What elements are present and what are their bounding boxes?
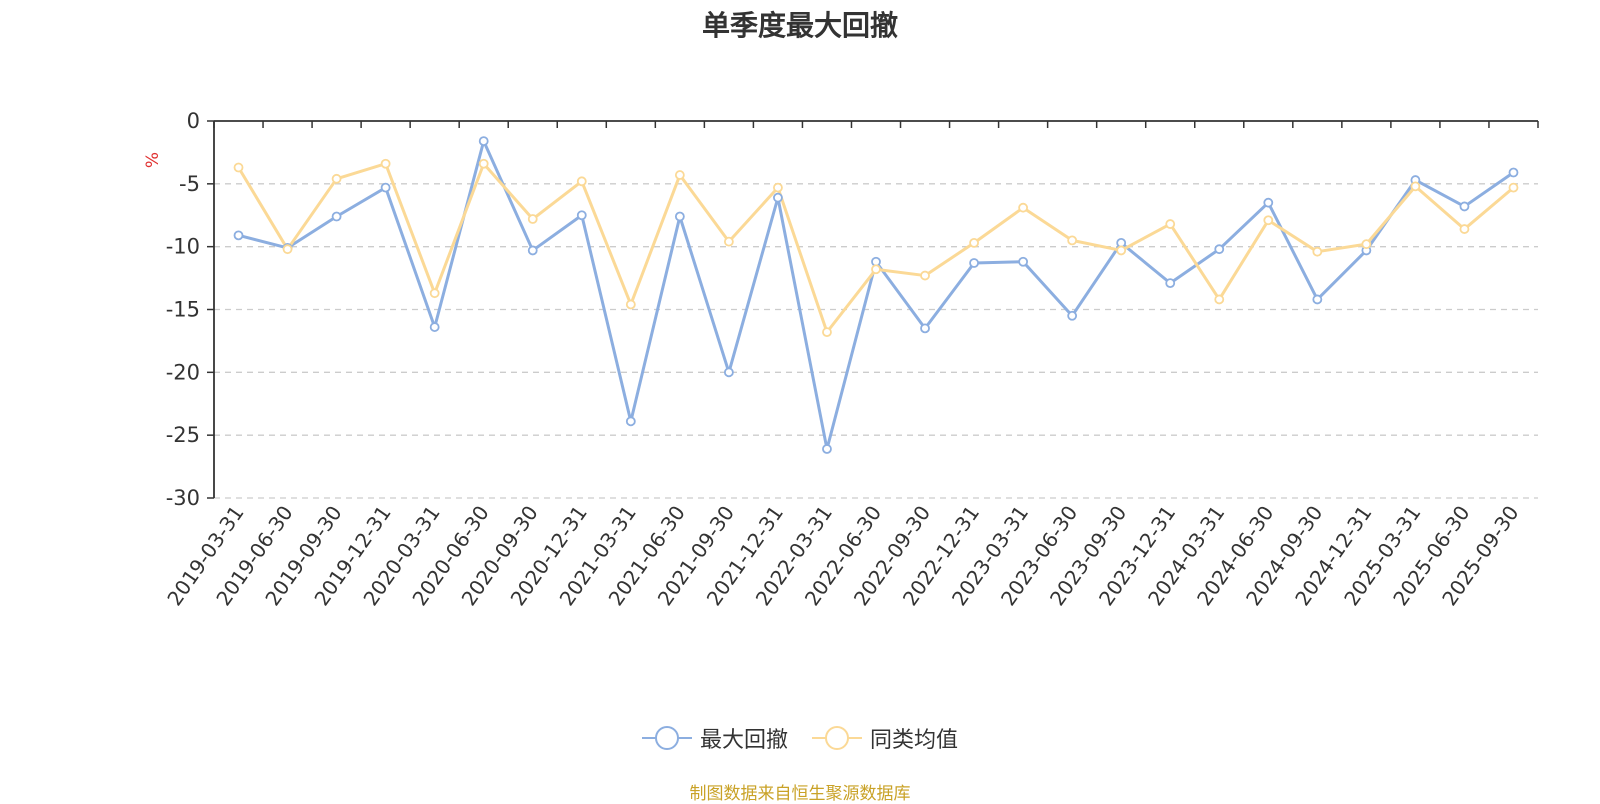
series-2-point[interactable] — [429, 288, 440, 299]
y-tick-label: -25 — [166, 423, 200, 447]
series-1-point[interactable] — [723, 367, 734, 378]
legend-item-2[interactable]: 同类均值 — [812, 722, 958, 754]
series-2-point[interactable] — [233, 162, 244, 173]
series-2-point[interactable] — [822, 327, 832, 338]
series-1-point[interactable] — [331, 211, 342, 222]
series-2-point[interactable] — [773, 182, 783, 193]
series-2-point[interactable] — [871, 264, 881, 275]
series-1-point[interactable] — [429, 322, 440, 332]
series-1-point[interactable] — [674, 211, 685, 222]
series-2-point[interactable] — [625, 299, 636, 310]
series-1-point[interactable] — [1459, 201, 1470, 212]
y-tick-label: -20 — [166, 360, 200, 384]
legend-marker-icon — [641, 726, 692, 750]
series-2-point[interactable] — [478, 158, 489, 169]
series-2-point[interactable] — [1312, 246, 1323, 257]
legend-label: 同类均值 — [870, 728, 959, 753]
series-2-point[interactable] — [1410, 181, 1421, 192]
series-2-point[interactable] — [282, 244, 293, 255]
series-2-point[interactable] — [1361, 239, 1372, 250]
series-2-point[interactable] — [576, 176, 587, 187]
series-2-point[interactable] — [1508, 182, 1519, 193]
series-1-point[interactable] — [1508, 167, 1519, 178]
series-2-point[interactable] — [1116, 245, 1127, 256]
source-note: 制图数据来自恒生聚源数据库 — [689, 784, 911, 804]
series-1-point[interactable] — [1312, 294, 1323, 305]
series-1-point[interactable] — [625, 416, 636, 427]
series-1-point[interactable] — [527, 245, 538, 256]
series-2-point[interactable] — [1263, 215, 1274, 226]
y-tick-label: 0 — [187, 109, 200, 133]
series-2-point[interactable] — [1067, 235, 1078, 246]
series-2-point[interactable] — [674, 170, 685, 180]
legend-item-1[interactable]: 最大回撤 — [641, 722, 788, 754]
series-1-point[interactable] — [233, 230, 244, 241]
legend-label: 最大回撤 — [699, 728, 788, 753]
series-1-point[interactable] — [1165, 278, 1176, 289]
series-2-point[interactable] — [1459, 224, 1470, 234]
series-2-point[interactable] — [723, 236, 734, 247]
series-line-1 — [238, 139, 1515, 451]
series-1-point[interactable] — [920, 323, 930, 334]
series-1-point[interactable] — [773, 192, 783, 203]
y-tick-label: -5 — [179, 172, 200, 196]
series-line-2 — [237, 162, 1515, 334]
legend: 最大回撤 同类均值 — [0, 722, 1600, 757]
series-2-point[interactable] — [1018, 202, 1029, 213]
series-2-point[interactable] — [1214, 294, 1225, 305]
series-1-point[interactable] — [822, 444, 832, 454]
grid-lines — [214, 183, 1538, 499]
series-1-point[interactable] — [478, 136, 489, 147]
legend-marker-icon — [812, 726, 862, 750]
series-1-point[interactable] — [1018, 256, 1029, 267]
series-lines — [233, 136, 1519, 454]
y-tick-label: -10 — [166, 235, 200, 259]
series-2-point[interactable] — [1165, 219, 1176, 229]
series-1-point[interactable] — [969, 258, 979, 268]
chart-title: 单季度最大回撤 — [701, 9, 898, 42]
series-1-point[interactable] — [1067, 310, 1078, 321]
series-1-point[interactable] — [1263, 197, 1274, 208]
series-1-point[interactable] — [576, 210, 587, 221]
y-tick-label: -30 — [166, 486, 200, 510]
series-1-point[interactable] — [380, 182, 391, 193]
y-axis-unit-label: % — [143, 152, 163, 168]
series-2-point[interactable] — [380, 158, 391, 169]
series-2-point[interactable] — [527, 214, 538, 224]
y-tick-label: -15 — [166, 298, 200, 322]
series-2-point[interactable] — [969, 237, 979, 248]
series-2-point[interactable] — [920, 270, 930, 281]
series-2-point[interactable] — [331, 173, 342, 184]
series-1-point[interactable] — [1214, 244, 1225, 255]
